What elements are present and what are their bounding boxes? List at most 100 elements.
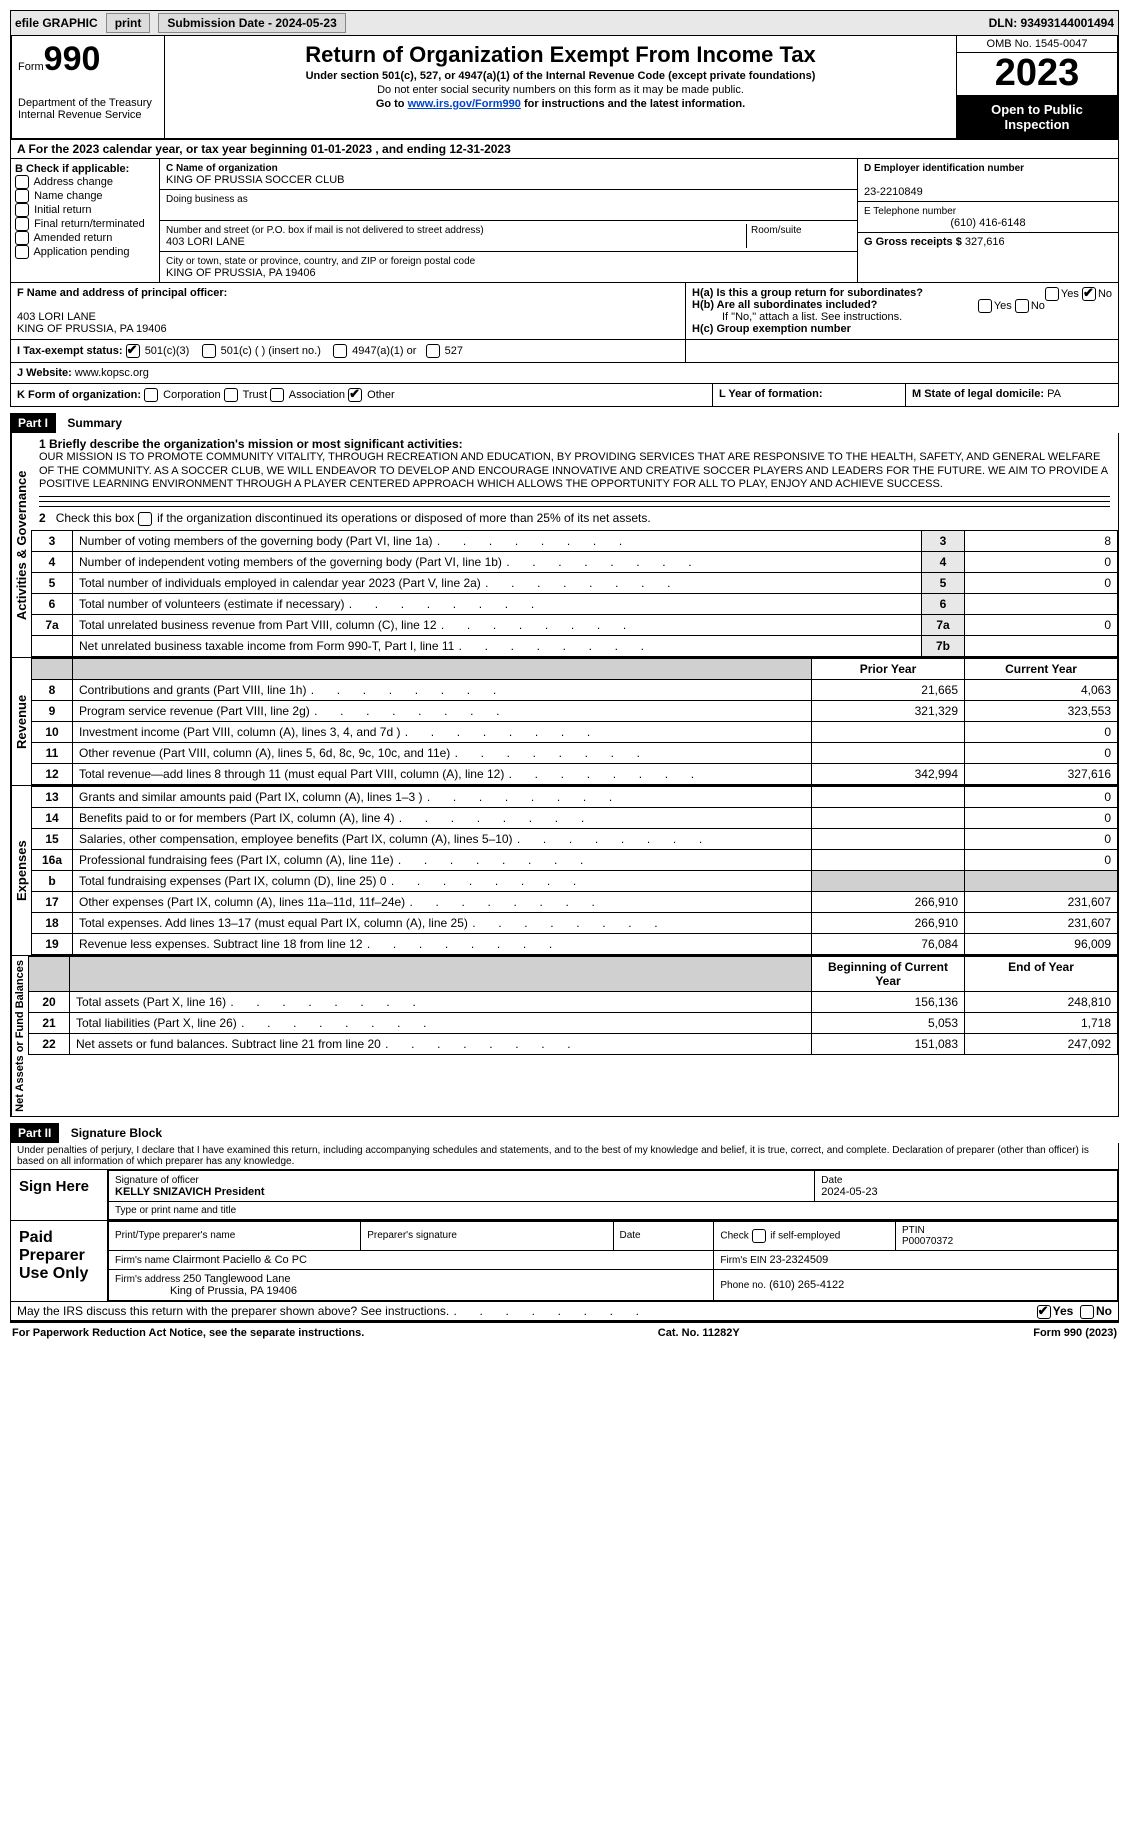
gross-receipts-label: G Gross receipts $ [864,236,962,248]
table-row: 6Total number of volunteers (estimate if… [32,593,1118,614]
initial-return-checkbox[interactable] [15,203,29,217]
table-row: bTotal fundraising expenses (Part IX, co… [32,870,1118,891]
footer-right: Form 990 (2023) [1033,1327,1117,1339]
org-name-label: C Name of organization [166,163,278,174]
table-row: 22Net assets or fund balances. Subtract … [29,1033,1118,1054]
discuss-no-checkbox[interactable] [1080,1305,1094,1319]
part1-header: Part I Summary [10,407,1119,433]
k-l-m-row: K Form of organization: Corporation Trus… [10,384,1119,407]
name-change-label: Name change [34,190,103,202]
501c-label: 501(c) ( ) (insert no.) [221,345,321,357]
table-row: 5Total number of individuals employed in… [32,572,1118,593]
table-header-row: Beginning of Current YearEnd of Year [29,956,1118,991]
assoc-checkbox[interactable] [270,388,284,402]
domicile-value: PA [1047,388,1061,400]
goto-post: for instructions and the latest informat… [521,98,745,110]
year-formation-label: L Year of formation: [719,388,823,400]
top-toolbar: efile GRAPHIC print Submission Date - 20… [10,10,1119,36]
ein-value: 23-2210849 [864,186,923,198]
website-value: www.kopsc.org [75,367,149,379]
sign-here-section: Sign Here Signature of officerKELLY SNIZ… [10,1170,1119,1221]
ha-no-checkbox[interactable] [1082,287,1096,301]
submission-date-label: Submission Date - 2024-05-23 [158,13,345,33]
dln-label: DLN: 93493144001494 [989,16,1114,30]
preparer-sig-label: Preparer's signature [361,1221,613,1250]
vbar-revenue: Revenue [11,658,31,785]
perjury-declaration: Under penalties of perjury, I declare th… [10,1143,1119,1170]
table-row: 3Number of voting members of the governi… [32,530,1118,551]
part2-header: Part II Signature Block [10,1117,1119,1143]
firm-addr-label: Firm's address [115,1274,183,1285]
527-checkbox[interactable] [426,344,440,358]
phone-label: E Telephone number [864,206,956,217]
vbar-netassets: Net Assets or Fund Balances [11,956,28,1116]
discuss-yes-checkbox[interactable] [1037,1305,1051,1319]
sig-officer-label: Signature of officer [115,1175,199,1186]
table-row: 18Total expenses. Add lines 13–17 (must … [32,912,1118,933]
revenue-grid: Revenue Prior YearCurrent Year8Contribut… [10,658,1119,786]
mission-label: 1 Briefly describe the organization's mi… [39,437,463,451]
corp-checkbox[interactable] [144,388,158,402]
trust-checkbox[interactable] [224,388,238,402]
self-employed-cell: Check if self-employed [714,1221,896,1250]
vbar-activities: Activities & Governance [11,433,31,657]
table-row: 10Investment income (Part VIII, column (… [32,721,1118,742]
phone-value: (610) 416-6148 [864,217,1112,229]
discontinued-checkbox[interactable] [138,512,152,526]
print-button[interactable]: print [106,13,151,33]
netassets-table: Beginning of Current YearEnd of Year20To… [28,956,1118,1055]
omb-number: OMB No. 1545-0047 [957,36,1117,53]
form-number: Form990 [18,40,158,79]
box-c: C Name of organization KING OF PRUSSIA S… [160,159,857,282]
addr-change-checkbox[interactable] [15,175,29,189]
table-row: 4Number of independent voting members of… [32,551,1118,572]
ha-row: H(a) Is this a group return for subordin… [692,287,1112,299]
revenue-table: Prior YearCurrent Year8Contributions and… [31,658,1118,785]
officer-label: F Name and address of principal officer: [17,287,227,299]
hb-yes-checkbox[interactable] [978,299,992,313]
table-row: 9Program service revenue (Part VIII, lin… [32,700,1118,721]
table-row: 12Total revenue—add lines 8 through 11 (… [32,763,1118,784]
officer-name: KELLY SNIZAVICH President [115,1186,265,1198]
box-d-e-g: D Employer identification number 23-2210… [857,159,1118,282]
table-header-row: Prior YearCurrent Year [32,658,1118,679]
ptin-label: PTIN [902,1225,925,1236]
501c3-checkbox[interactable] [126,344,140,358]
hb-no-checkbox[interactable] [1015,299,1029,313]
discuss-no: No [1096,1304,1112,1318]
table-row: 16aProfessional fundraising fees (Part I… [32,849,1118,870]
officer-addr1: 403 LORI LANE [17,311,96,323]
tax-year: 2023 [957,53,1117,96]
app-pending-checkbox[interactable] [15,245,29,259]
4947-checkbox[interactable] [333,344,347,358]
name-change-checkbox[interactable] [15,189,29,203]
final-return-checkbox[interactable] [15,217,29,231]
city-label: City or town, state or province, country… [166,256,475,267]
ha-yes-checkbox[interactable] [1045,287,1059,301]
other-checkbox[interactable] [348,388,362,402]
501c-checkbox[interactable] [202,344,216,358]
table-row: 11Other revenue (Part VIII, column (A), … [32,742,1118,763]
domicile-label: M State of legal domicile: [912,388,1047,400]
addr-change-label: Address change [33,176,113,188]
part1-title: Summary [67,416,122,430]
amended-checkbox[interactable] [15,231,29,245]
street-label: Number and street (or P.O. box if mail i… [166,225,484,236]
table-row: Net unrelated business taxable income fr… [32,635,1118,656]
self-employed-checkbox[interactable] [752,1229,766,1243]
form-title: Return of Organization Exempt From Incom… [171,42,950,68]
footer-mid: Cat. No. 11282Y [658,1327,740,1339]
part2-title: Signature Block [71,1126,162,1140]
irs-form-link[interactable]: www.irs.gov/Form990 [408,98,521,110]
box-b: B Check if applicable: Address change Na… [11,159,160,282]
hb-label: H(b) Are all subordinates included? [692,299,877,311]
discuss-yes: Yes [1053,1304,1074,1318]
box-b-title: B Check if applicable: [15,163,129,175]
firm-addr2: King of Prussia, PA 19406 [170,1285,297,1297]
hb-yes: Yes [994,300,1012,312]
final-return-label: Final return/terminated [34,218,145,230]
ptin-value: P00070372 [902,1236,953,1247]
room-label: Room/suite [751,225,802,236]
entity-section: B Check if applicable: Address change Na… [10,159,1119,283]
expenses-table: 13Grants and similar amounts paid (Part … [31,786,1118,955]
